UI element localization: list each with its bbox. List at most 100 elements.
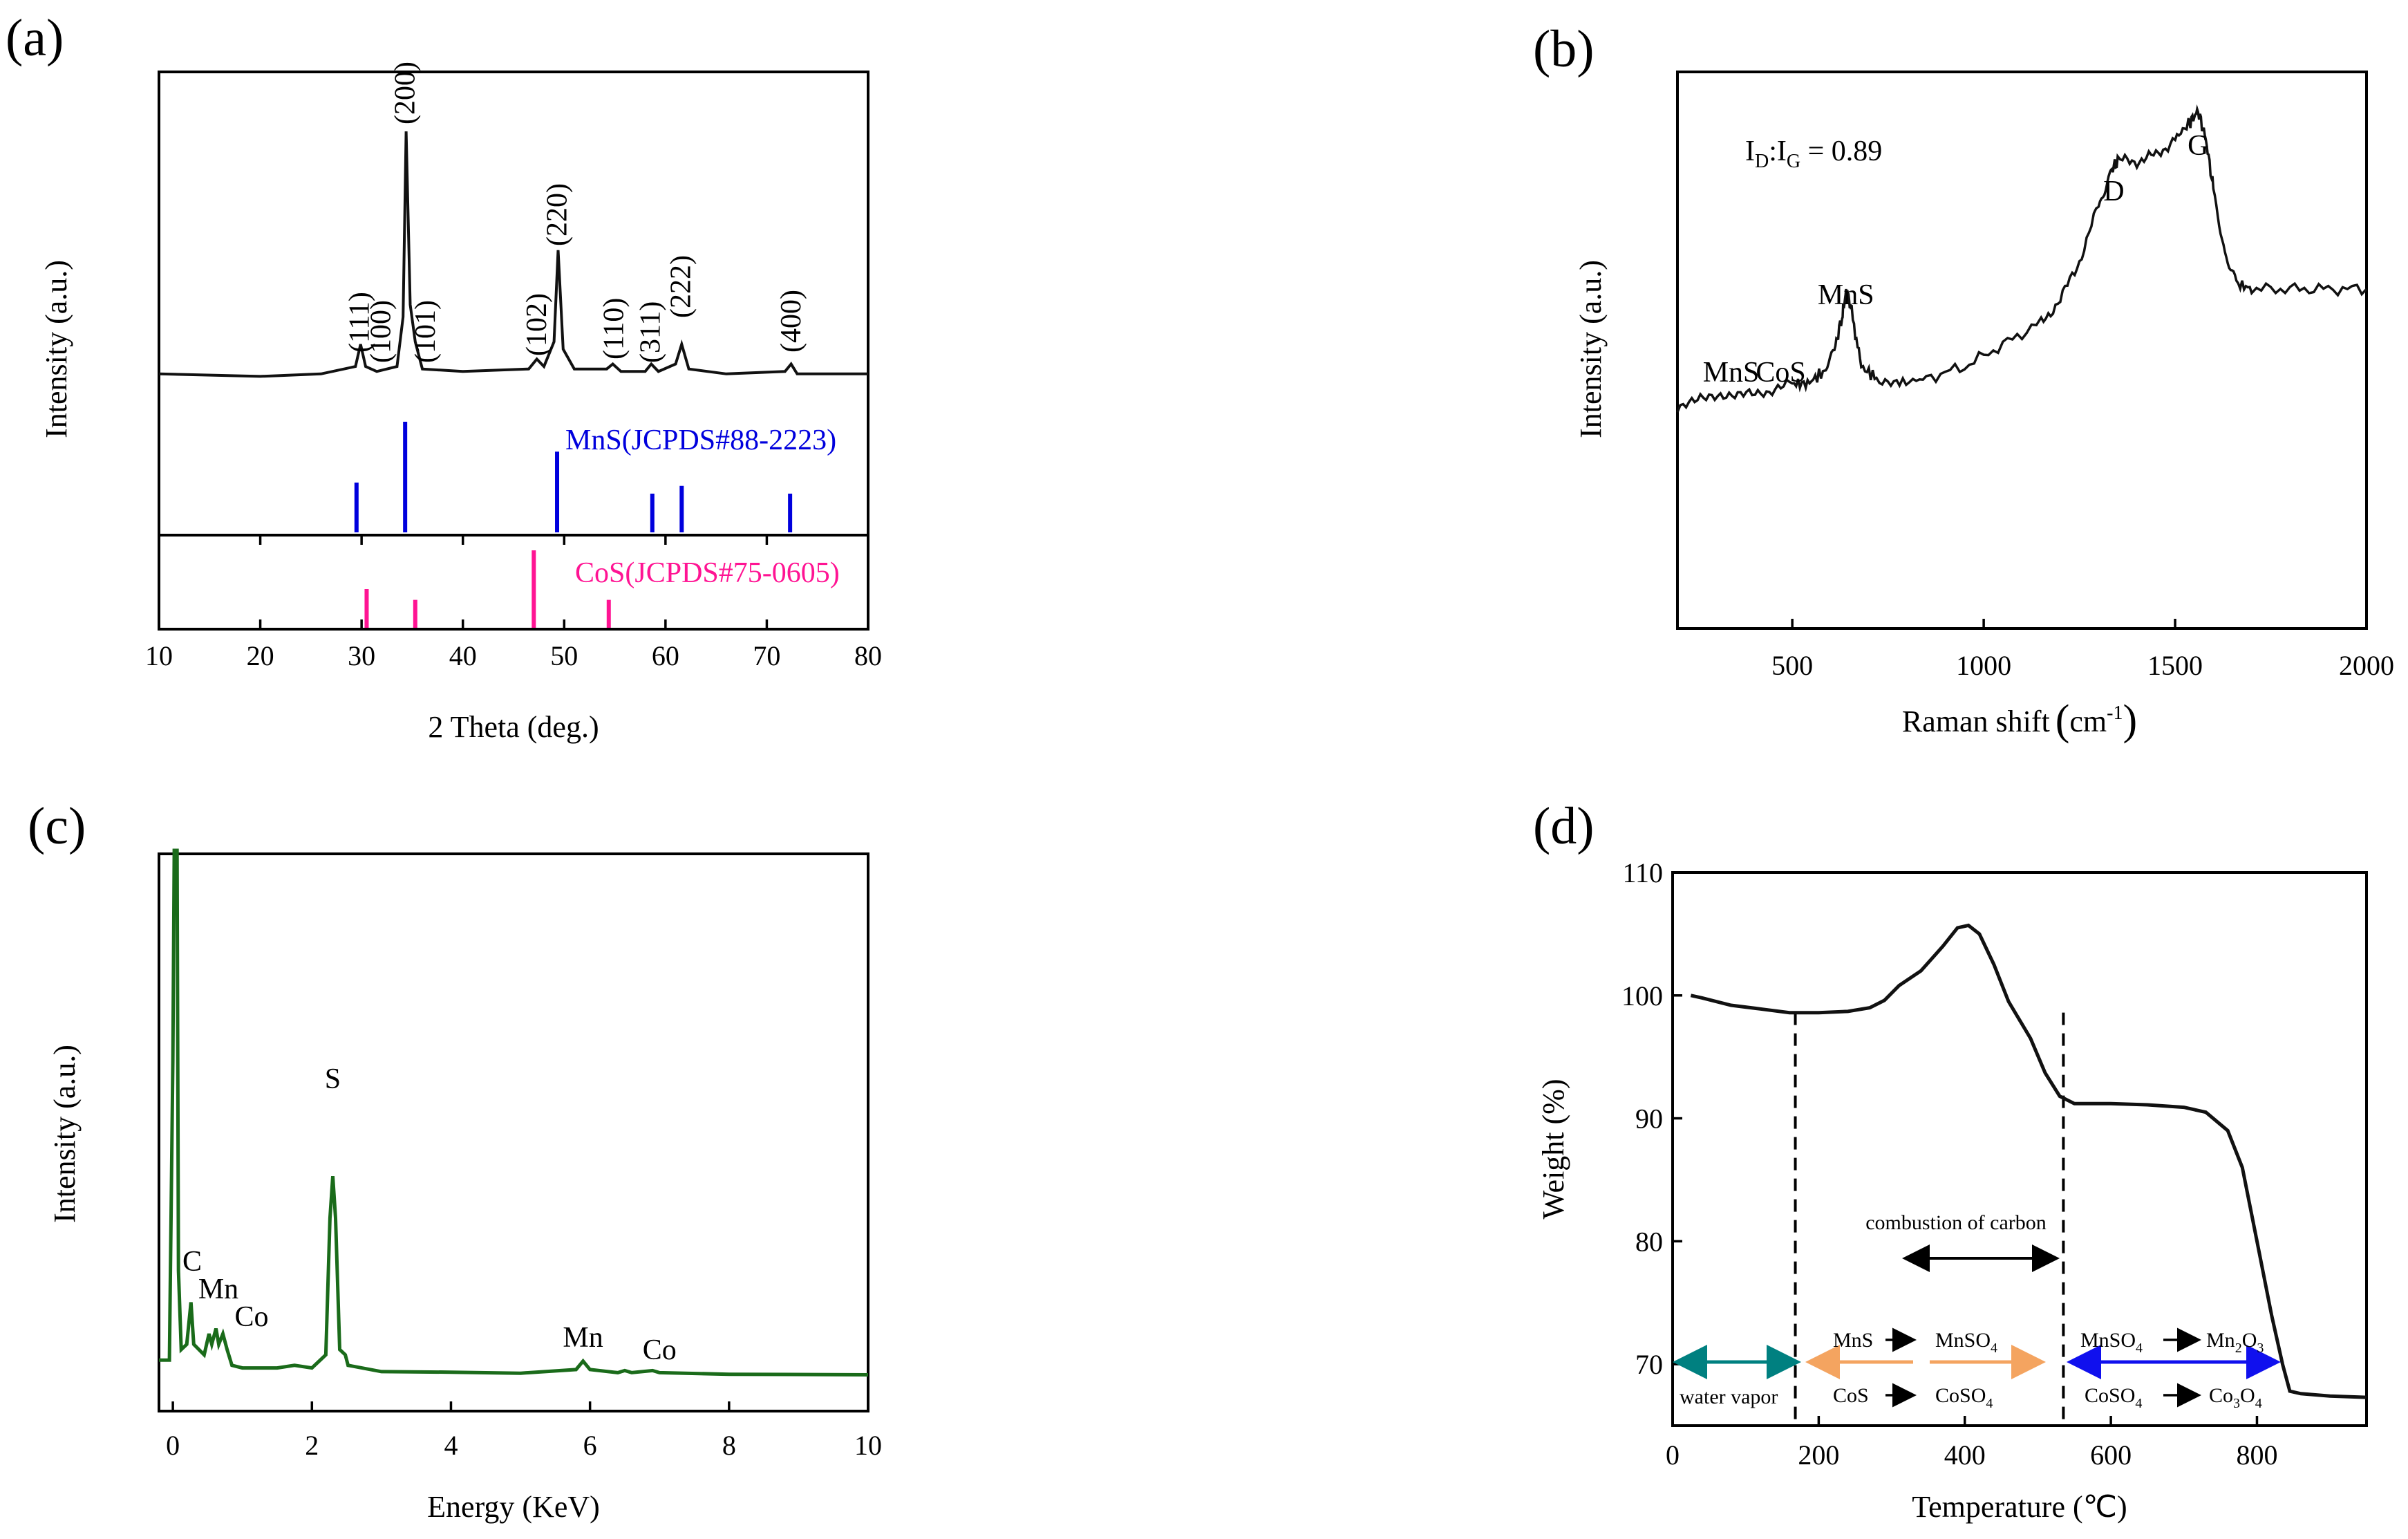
panel-c-frame	[158, 852, 869, 1412]
panel-c-element-label: Co	[234, 1301, 268, 1333]
water-vapor-label: water vapor	[1680, 1386, 1778, 1408]
coso4-sub: 4	[1986, 1396, 1993, 1411]
panel-a-mns-reference-label: MnS(JCPDS#88-2223)	[565, 425, 836, 456]
panel-a-xrd-curve	[158, 131, 868, 378]
coso4-b-text: CoSO	[2085, 1384, 2135, 1407]
panel-a-cos-reference-label: CoS(JCPDS#75-0605)	[575, 557, 840, 589]
panel-a-x-tick-label: 50	[550, 640, 578, 671]
panel-b-x-tick-labels: 500 1000 1500 2000	[1771, 650, 2394, 681]
coso4-b-sub: 4	[2135, 1396, 2142, 1411]
mnso4-label: MnSO4	[1935, 1329, 1997, 1356]
panel-a-peak-label: (222)	[665, 255, 697, 318]
ratio-colon-i: :I	[1769, 136, 1787, 167]
mns-text: MnS	[1833, 1329, 1873, 1352]
panel-d: (d) 0 200 400 600 800 70 80 90 100 110 combustion…	[1533, 797, 2368, 1524]
mn2o3-sub1: 2	[2235, 1341, 2242, 1356]
panel-c-x-ticks	[171, 1401, 869, 1411]
panel-c-x-tick-labels: 0 2 4 6 8 10	[166, 1430, 882, 1461]
panel-d-y-axis-title: Weight (%)	[1536, 1079, 1570, 1220]
panel-c-x-tick-label: 10	[854, 1430, 882, 1461]
panel-a-frame-bottom	[158, 534, 869, 631]
panel-c-y-axis-title: Intensity (a.u.)	[48, 1045, 82, 1223]
panel-b-x-tick-label: 500	[1771, 650, 1813, 681]
panel-d-frame	[1671, 871, 2368, 1427]
panel-a-peak-label: (101)	[410, 300, 442, 363]
panel-d-x-tick-label: 0	[1666, 1439, 1680, 1471]
panel-b-frame	[1676, 71, 2368, 630]
panel-d-x-tick-label: 400	[1944, 1439, 1986, 1471]
coso4-b-label: CoSO4	[2085, 1384, 2142, 1411]
mnso4-text: MnSO	[1935, 1329, 1991, 1352]
co3o4-co: Co	[2209, 1384, 2233, 1407]
co3o4-sub2: 4	[2255, 1396, 2262, 1411]
panel-d-y-tick-label: 70	[1635, 1349, 1663, 1380]
panel-a-label: (a)	[6, 9, 64, 67]
panel-b-id-ig-ratio: ID:IG = 0.89	[1745, 136, 1882, 172]
cos-text: CoS	[1833, 1384, 1869, 1407]
panel-d-x-tick-label: 600	[2090, 1439, 2132, 1471]
panel-b-peak-label: G	[2188, 130, 2208, 162]
unit-cm: cm	[2069, 705, 2107, 738]
panel-a-x-tick-label: 40	[449, 640, 477, 671]
mnso4-b-label: MnSO4	[2080, 1329, 2143, 1356]
co3o4-o: O	[2240, 1384, 2255, 1407]
coso4-text: CoSO	[1935, 1384, 1986, 1407]
mn2o3-sub2: 3	[2257, 1341, 2264, 1356]
panel-a-frame-top	[158, 71, 869, 537]
panel-b-x-ticks	[1791, 619, 2368, 628]
panel-d-y-tick-label: 110	[1622, 857, 1663, 888]
panel-d-y-tick-label: 90	[1635, 1103, 1663, 1135]
mn2o3-mn: Mn	[2206, 1329, 2235, 1352]
cos-label: CoS	[1833, 1384, 1869, 1407]
panel-a-peak-label: (400)	[775, 290, 807, 353]
panel-b-raman-curve	[1676, 104, 2368, 413]
panel-b-peak-label: MnS	[1703, 357, 1760, 389]
panel-d-tick-labels: 0 200 400 600 800 70 80 90 100 110	[1621, 857, 2277, 1471]
panel-c-element-label: C	[182, 1246, 202, 1278]
panel-c-x-tick-label: 2	[305, 1430, 319, 1461]
panel-b-x-tick-label: 1500	[2147, 650, 2203, 681]
panel-c-x-axis-title: Energy (KeV)	[427, 1490, 600, 1524]
ratio-i: I	[1745, 136, 1755, 167]
panel-c-eds-curve	[159, 848, 869, 1377]
panel-c-element-label: Mn	[198, 1274, 238, 1305]
co3o4-sub1: 3	[2233, 1396, 2240, 1411]
panel-a-peak-label: (220)	[541, 183, 573, 246]
panel-b-peak-label: MnS	[1818, 279, 1874, 311]
panel-c-x-tick-label: 6	[583, 1430, 597, 1461]
mnso4-b-text: MnSO	[2080, 1329, 2136, 1352]
panel-d-y-tick-label: 100	[1621, 980, 1663, 1011]
panel-c-element-label: Co	[643, 1334, 677, 1366]
panel-a-peak-label: (102)	[521, 293, 553, 356]
panel-d-label: (d)	[1533, 797, 1595, 855]
panel-a-peak-label: (110)	[599, 298, 630, 360]
panel-a-cos-reference-lines	[364, 550, 611, 628]
panel-b-peak-label: D	[2103, 176, 2124, 207]
ratio-sub-g: G	[1787, 151, 1800, 172]
panel-a-x-tick-label: 20	[247, 640, 274, 671]
panel-a-x-tick-labels: 10 20 30 40 50 60 70 80	[145, 640, 882, 671]
panel-a-x-axis-title: 2 Theta (deg.)	[428, 710, 599, 744]
panel-d-x-tick-label: 200	[1798, 1439, 1839, 1471]
panel-a-peak-label: (311)	[634, 301, 666, 363]
unit-exp: -1	[2107, 702, 2123, 724]
panel-b-label: (b)	[1533, 20, 1595, 78]
panel-a-peak-label: (200)	[390, 62, 422, 124]
panel-c-x-tick-label: 8	[722, 1430, 736, 1461]
mnso4-sub: 4	[1991, 1341, 1997, 1356]
panel-a-x-tick-label: 70	[753, 640, 780, 671]
panel-b-x-tick-label: 1000	[1956, 650, 2011, 681]
mn2o3-o: O	[2242, 1329, 2257, 1352]
panel-a-x-tick-label: 80	[854, 640, 882, 671]
paren-close: )	[2123, 697, 2137, 744]
coso4-label: CoSO4	[1935, 1384, 1993, 1411]
ratio-sub-d: D	[1755, 151, 1769, 172]
panel-b-peak-label: CoS	[1756, 357, 1805, 389]
panel-d-x-axis-title: Temperature (℃)	[1912, 1490, 2127, 1524]
panel-a-x-tick-label: 60	[652, 640, 679, 671]
panel-b-x-axis-title: Raman shift (cm-1)	[1902, 697, 2137, 744]
